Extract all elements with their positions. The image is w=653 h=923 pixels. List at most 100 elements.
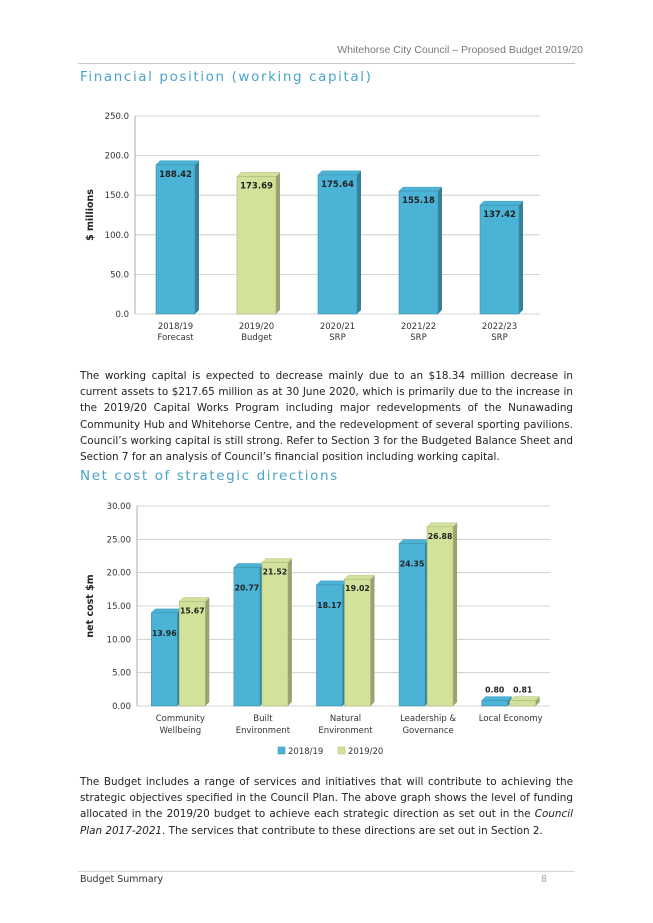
data-label: 173.69 xyxy=(240,181,273,191)
bar-side xyxy=(195,160,199,314)
bar xyxy=(151,612,178,707)
data-label: 137.42 xyxy=(483,210,516,220)
bar xyxy=(479,204,520,315)
data-label: 20.77 xyxy=(235,584,260,593)
data-label: 0.81 xyxy=(513,686,532,695)
x-tick-label: SRP xyxy=(410,333,426,343)
data-label: 18.17 xyxy=(317,601,342,610)
x-tick-label: 2021/22 xyxy=(401,322,436,332)
data-label: 175.64 xyxy=(321,180,354,190)
bar xyxy=(179,601,206,707)
y-tick-label: 20.00 xyxy=(107,569,131,579)
legend-label: 2019/20 xyxy=(348,747,383,757)
y-tick-label: 200.0 xyxy=(105,152,129,162)
x-tick-label: 2022/23 xyxy=(482,322,517,332)
y-tick-label: 5.00 xyxy=(112,669,131,679)
bar-side xyxy=(205,597,210,706)
page-number: 8 xyxy=(541,874,548,885)
working-capital-paragraph: The working capital is expected to decre… xyxy=(80,370,573,464)
working-capital-chart: 0.0 50.0 100.0 150.0 200.0 250.0 $ millions 188… xyxy=(85,112,540,343)
x-tick-label: Natural xyxy=(330,714,361,724)
y-tick-label: 100.0 xyxy=(105,231,129,241)
data-label: 24.35 xyxy=(400,560,425,569)
x-tick-label: 2018/19 xyxy=(158,322,193,332)
x-tick-label: Forecast xyxy=(158,333,195,343)
section-heading-strategic-directions: Net cost of strategic directions xyxy=(80,468,339,484)
y-tick-label: 0.00 xyxy=(112,702,131,712)
bar xyxy=(155,164,196,315)
x-tick-label: Local Economy xyxy=(479,714,543,724)
bar-side xyxy=(453,522,458,706)
legend-swatch xyxy=(277,746,286,755)
bar-top xyxy=(155,160,200,166)
paragraph-text-end: . The services that contribute to these … xyxy=(162,824,543,837)
bar xyxy=(426,526,454,707)
bar-top xyxy=(398,186,443,192)
paragraph-text-start: The Budget includes a range of services … xyxy=(80,776,573,821)
bar xyxy=(261,562,289,707)
bar xyxy=(236,176,277,315)
section-heading-financial-position: Financial position (working capital) xyxy=(80,69,373,85)
y-tick-label: 0.0 xyxy=(115,310,129,320)
x-tick-label: Budget xyxy=(241,333,272,343)
y-tick-label: 150.0 xyxy=(105,191,129,201)
data-label: 155.18 xyxy=(402,196,435,206)
bar xyxy=(344,578,371,707)
x-tick-label: SRP xyxy=(491,333,507,343)
data-label: 13.96 xyxy=(152,629,177,638)
bar-top xyxy=(315,580,348,586)
bar-side xyxy=(535,696,540,706)
legend-label: 2018/19 xyxy=(288,747,323,757)
y-tick-label: 30.00 xyxy=(107,502,131,512)
x-tick-label: Leadership & xyxy=(400,714,456,724)
bar-side xyxy=(519,201,523,314)
x-tick-label: SRP xyxy=(329,333,345,343)
bar-top xyxy=(150,608,182,614)
y-tick-label: 250.0 xyxy=(105,112,129,122)
data-label: 19.02 xyxy=(345,584,370,593)
bar-top xyxy=(233,563,265,568)
x-tick-label: Community xyxy=(156,714,205,724)
bar xyxy=(509,700,537,707)
bar-side xyxy=(438,187,442,314)
x-tick-label: Governance xyxy=(402,726,453,736)
y-axis-label: net cost $m xyxy=(85,574,96,637)
bar xyxy=(316,584,343,707)
bar xyxy=(398,190,439,315)
y-tick-label: 50.0 xyxy=(110,270,129,280)
strategic-directions-chart: 0.00 5.00 10.00 15.00 20.00 25.00 30.00 net cos… xyxy=(85,502,550,757)
header-divider xyxy=(78,63,575,64)
document-header: Whitehorse City Council – Proposed Budge… xyxy=(337,44,583,56)
strategic-directions-paragraph: The Budget includes a range of services … xyxy=(80,774,573,839)
bar xyxy=(398,543,426,707)
bar-top xyxy=(317,170,362,176)
bar-side xyxy=(357,170,361,314)
bar xyxy=(481,700,509,707)
bar-side xyxy=(287,558,292,706)
y-tick-label: 25.00 xyxy=(107,535,131,545)
y-tick-label: 10.00 xyxy=(107,635,131,645)
bar xyxy=(317,174,358,315)
data-label: 0.80 xyxy=(485,686,505,695)
x-tick-label: Environment xyxy=(236,726,291,736)
bar-top xyxy=(178,597,210,602)
bar-top xyxy=(481,696,513,701)
bar-side xyxy=(276,172,280,314)
y-tick-label: 15.00 xyxy=(107,602,131,612)
bar-top xyxy=(398,539,430,544)
legend-swatch xyxy=(337,746,346,755)
data-label: 15.67 xyxy=(180,607,205,616)
bar-side xyxy=(370,575,375,706)
x-tick-label: Wellbeing xyxy=(159,726,201,736)
bar-top xyxy=(261,558,293,563)
x-tick-label: 2020/21 xyxy=(320,322,355,332)
y-axis-label: $ millions xyxy=(85,189,96,241)
x-tick-label: Built xyxy=(253,714,273,724)
bar-top xyxy=(343,574,376,580)
bar-top xyxy=(479,200,524,206)
bar-top xyxy=(426,522,458,528)
x-tick-label: 2019/20 xyxy=(239,322,274,332)
footer-section-name: Budget Summary xyxy=(80,874,164,885)
footer-divider xyxy=(78,871,575,872)
data-label: 188.42 xyxy=(159,170,192,180)
